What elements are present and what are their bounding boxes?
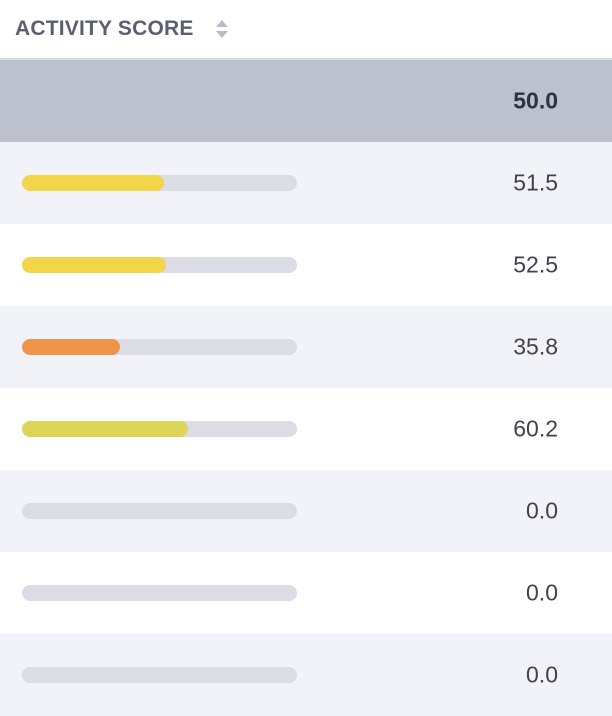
table-row[interactable]: 51.5 (0, 142, 612, 224)
score-value: 60.2 (513, 415, 558, 442)
table-row[interactable]: 0.0 (0, 470, 612, 552)
score-bar (22, 257, 297, 273)
table-row[interactable]: 0.0 (0, 552, 612, 634)
score-table: 50.0 51.5 52.5 35.8 60.2 0.0 0.0 (0, 60, 612, 716)
score-bar-fill (22, 339, 121, 355)
score-value: 0.0 (526, 497, 558, 524)
score-bar (22, 175, 297, 191)
table-row[interactable]: 60.2 (0, 388, 612, 470)
score-bar-fill (22, 421, 188, 437)
score-bar-fill (22, 175, 164, 191)
score-bar-fill (22, 257, 167, 273)
score-bar (22, 421, 297, 437)
score-value: 0.0 (526, 579, 558, 606)
score-value: 52.5 (513, 251, 558, 278)
table-row[interactable]: 0.0 (0, 634, 612, 716)
table-row[interactable]: 52.5 (0, 224, 612, 306)
score-value: 35.8 (513, 333, 558, 360)
sort-icon[interactable] (214, 18, 230, 40)
score-bar (22, 667, 297, 683)
column-title: ACTIVITY SCORE (15, 17, 194, 40)
score-bar (22, 503, 297, 519)
column-header[interactable]: ACTIVITY SCORE (0, 0, 612, 60)
table-row[interactable]: 35.8 (0, 306, 612, 388)
score-value: 0.0 (526, 661, 558, 688)
score-bar (22, 339, 297, 355)
score-value: 51.5 (513, 169, 558, 196)
summary-row: 50.0 (0, 60, 612, 142)
score-bar (22, 585, 297, 601)
summary-value: 50.0 (513, 87, 558, 114)
